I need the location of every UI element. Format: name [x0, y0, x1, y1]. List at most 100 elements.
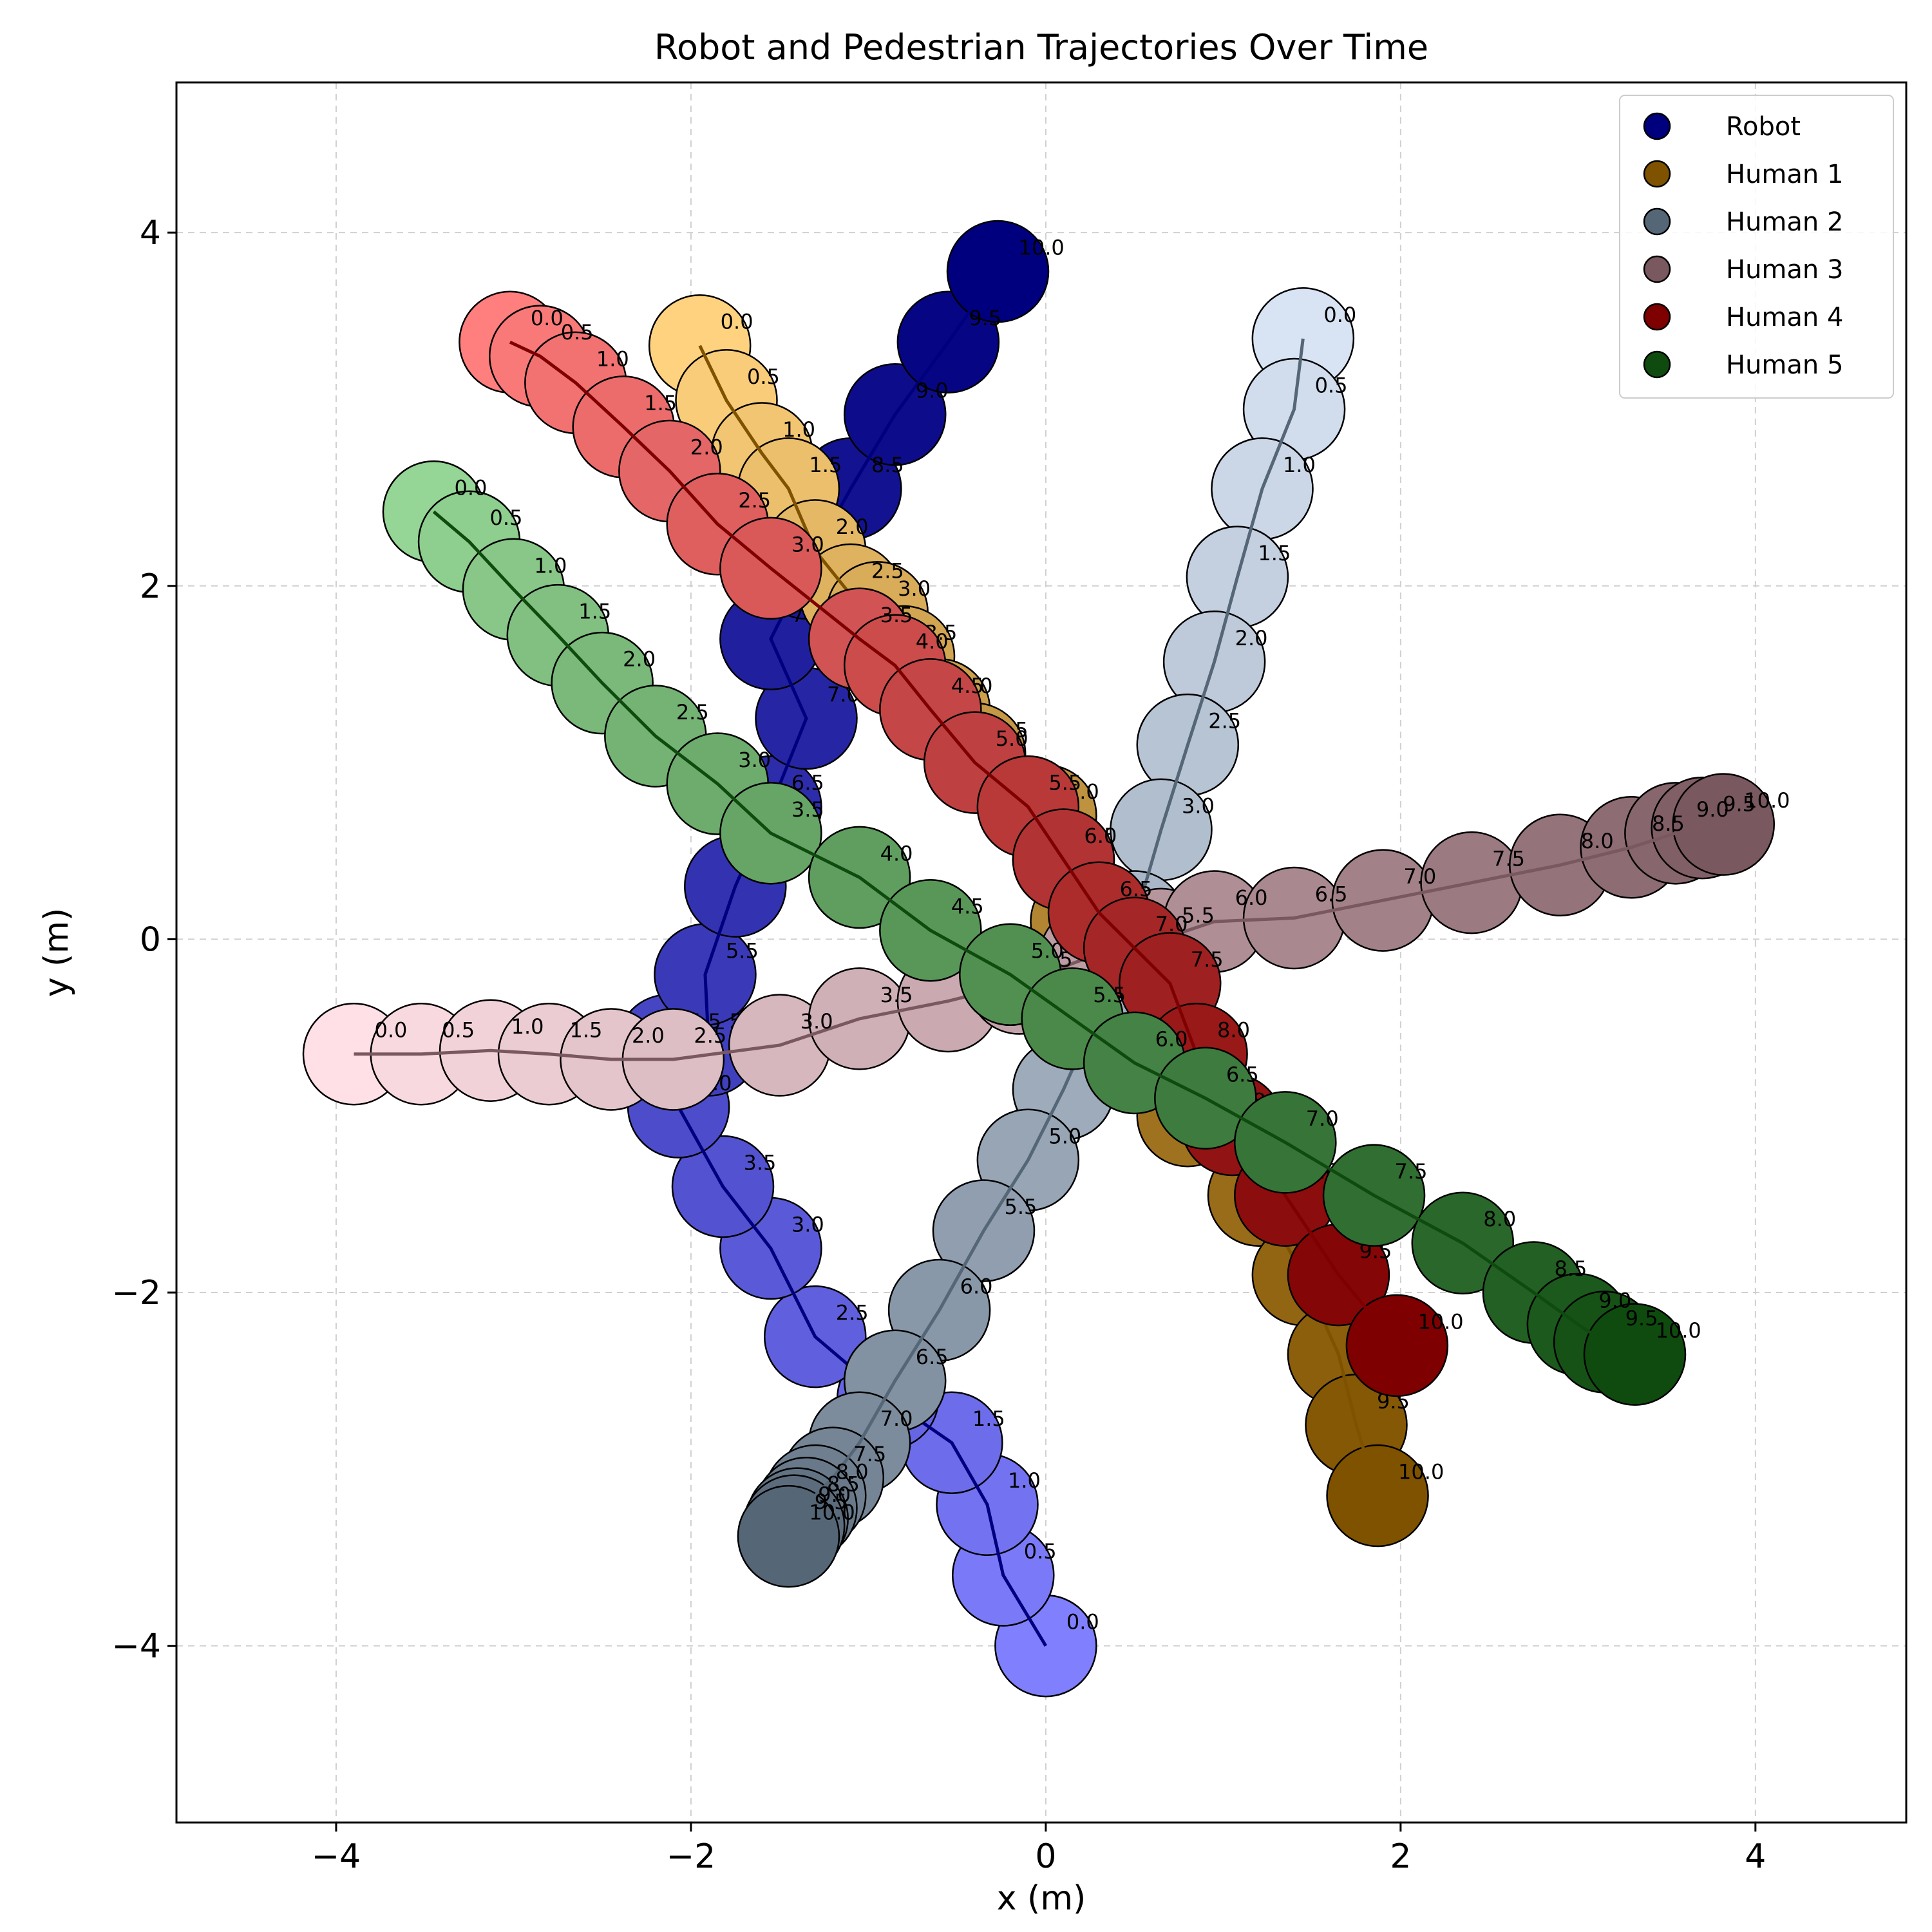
time-label: 1.0: [596, 346, 629, 371]
time-label: 2.5: [694, 1023, 726, 1048]
legend-marker: [1643, 350, 1671, 379]
time-label: 7.5: [853, 1442, 886, 1466]
time-label: 9.0: [1598, 1288, 1631, 1312]
time-label: 2.0: [1235, 626, 1268, 650]
time-label: 1.0: [1283, 453, 1316, 477]
time-label: 7.5: [1395, 1159, 1428, 1184]
legend-label: Human 3: [1726, 255, 1843, 285]
time-label: 0.0: [374, 1018, 407, 1043]
legend-marker: [1643, 112, 1671, 140]
legend-marker: [1643, 255, 1671, 283]
y-tick-label: 2: [140, 567, 161, 606]
time-label: 7.0: [880, 1406, 913, 1431]
time-label: 2.0: [632, 1023, 665, 1048]
time-label: 1.5: [972, 1406, 1005, 1431]
time-label: 0.5: [747, 365, 780, 389]
axis-ticks: −4 −2 0 2 4 −4 −2 0 2 4: [111, 214, 1766, 1876]
time-label: 9.5: [815, 1490, 848, 1514]
time-label: 5.5: [1182, 903, 1215, 927]
time-label: 4.5: [951, 895, 984, 919]
time-label: 1.5: [570, 1018, 603, 1043]
time-label: 2.0: [836, 515, 869, 539]
time-label: 2.5: [871, 559, 904, 583]
time-label: 7.5: [1191, 947, 1224, 972]
series-human-3: 0.0 0.5 1.0 1.5 2.0 2.5 3.0 3.5 4.0 4.5 5.0 5.5 6.0 6…: [302, 773, 1790, 1111]
legend-label: Human 1: [1726, 160, 1843, 189]
time-label: 5.0: [1031, 938, 1064, 963]
time-label: 10.0: [1417, 1309, 1463, 1334]
legend-marker: [1643, 207, 1671, 236]
time-label: 4.5: [951, 674, 984, 698]
time-label: 3.0: [791, 532, 824, 556]
time-label: 6.5: [1226, 1062, 1259, 1086]
time-label: 4.0: [880, 841, 913, 866]
time-label: 8.5: [1554, 1256, 1587, 1281]
legend-marker: [1643, 303, 1671, 331]
time-label: 0.5: [442, 1018, 475, 1043]
x-tick-label: −2: [667, 1837, 716, 1876]
time-label: 8.5: [1652, 811, 1685, 836]
time-label: 0.5: [561, 320, 594, 345]
time-label: 1.0: [1008, 1468, 1041, 1493]
legend: Robot Human 1 Human 2 Human 3 Human 4 Human 5: [1619, 95, 1894, 399]
time-label: 1.0: [511, 1014, 544, 1039]
time-label: 3.5: [744, 1150, 777, 1175]
time-label: 0.0: [1323, 303, 1356, 327]
time-label: 0.0: [721, 310, 753, 334]
time-label: 10.0: [1019, 236, 1065, 260]
time-label: 1.5: [578, 600, 611, 624]
time-label: 1.5: [644, 391, 677, 415]
x-tick-label: 2: [1390, 1837, 1411, 1876]
time-label: 3.0: [800, 1009, 833, 1034]
y-tick-label: 4: [140, 214, 161, 252]
time-label: 0.0: [454, 476, 487, 500]
time-label: 5.0: [1048, 1124, 1081, 1148]
time-label: 1.0: [782, 417, 815, 442]
time-label: 7.0: [1306, 1106, 1339, 1131]
time-label: 6.0: [1235, 886, 1268, 910]
x-axis-label: x (m): [997, 1879, 1086, 1918]
time-label: 10.0: [1656, 1318, 1701, 1343]
y-tick-label: −4: [111, 1627, 161, 1666]
time-label: 5.5: [1004, 1195, 1037, 1219]
time-label: 0.5: [1315, 373, 1348, 397]
time-label: 1.0: [534, 553, 567, 578]
y-tick-label: 0: [140, 920, 161, 959]
x-tick-label: 4: [1745, 1837, 1766, 1876]
time-label: 2.5: [836, 1301, 869, 1325]
time-label: 7.5: [1492, 847, 1525, 871]
time-label: 6.5: [1120, 876, 1153, 901]
time-label: 10.0: [1398, 1460, 1444, 1484]
time-label: 2.0: [690, 435, 723, 459]
trajectory-line: [787, 338, 1305, 1537]
time-label: 6.0: [1155, 1027, 1188, 1051]
x-tick-label: 0: [1035, 1837, 1056, 1876]
legend-label: Human 5: [1726, 350, 1843, 380]
time-label: 1.5: [1258, 541, 1291, 565]
time-label: 6.0: [960, 1274, 993, 1298]
time-label: 5.5: [1048, 771, 1081, 795]
time-label: 2.0: [623, 647, 656, 672]
time-label: 5.5: [726, 938, 759, 963]
legend-label: Robot: [1726, 112, 1801, 142]
time-label: 3.0: [738, 748, 771, 772]
time-label: 0.0: [1066, 1610, 1099, 1634]
time-label: 8.0: [1581, 829, 1614, 853]
time-label: 4.0: [916, 629, 949, 654]
time-label: 0.0: [531, 306, 564, 330]
time-label: 3.0: [898, 576, 931, 601]
time-label: 0.5: [1024, 1539, 1057, 1564]
legend-marker: [1643, 160, 1671, 188]
time-label: 1.5: [809, 453, 842, 477]
time-label: 5.0: [996, 726, 1028, 751]
time-label: 7.0: [1403, 864, 1436, 889]
time-label: 3.5: [880, 983, 913, 1007]
time-label: 8.5: [827, 1472, 860, 1497]
time-label: 6.5: [916, 1345, 949, 1369]
time-label: 9.5: [969, 306, 1001, 330]
trajectory-line: [432, 510, 1636, 1356]
y-tick-label: −2: [111, 1274, 161, 1312]
series-human-5: 0.00.51.01.52.02.53.03.54.04.55.05.56.06…: [382, 460, 1701, 1406]
